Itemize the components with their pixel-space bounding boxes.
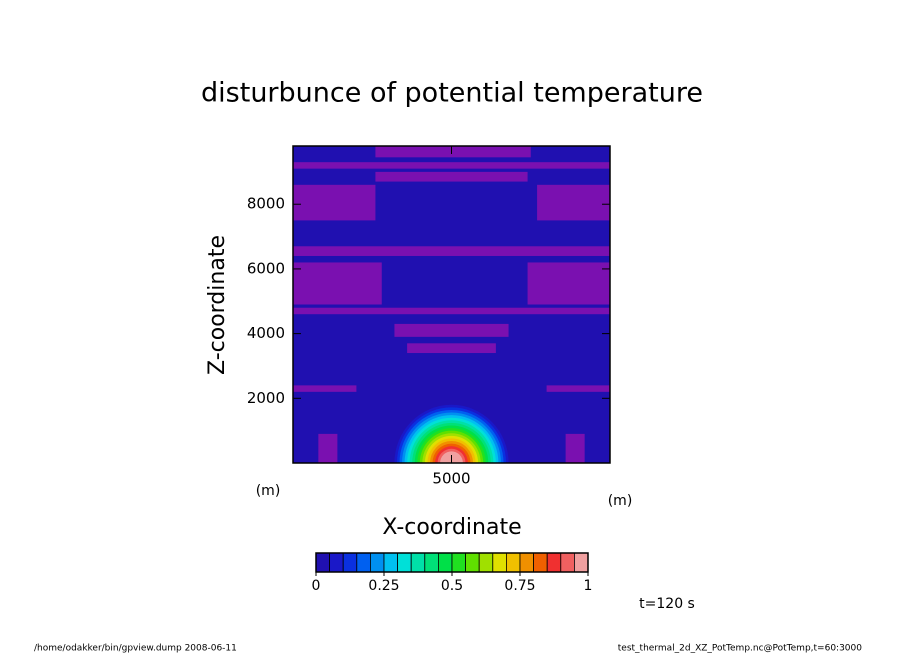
colorbar-tick-label: 0.75 <box>504 578 535 594</box>
colorbar-tick-label: 0 <box>312 578 321 594</box>
colorbar-box <box>315 552 331 573</box>
colorbar-box <box>329 552 344 573</box>
negative-region <box>375 146 531 158</box>
colorbar-box <box>397 552 412 573</box>
colorbar-tick-label: 1 <box>584 578 593 594</box>
negative-region <box>293 262 382 305</box>
negative-region <box>546 385 610 392</box>
footer-left: /home/odakker/bin/gpview.dump 2008-06-11 <box>34 644 237 654</box>
colorbar-box <box>533 552 548 573</box>
colorbar-box <box>492 552 507 573</box>
colorbar-box <box>465 552 480 573</box>
negative-region <box>407 343 496 354</box>
y-axis-label: Z-coordinate <box>205 235 230 375</box>
negative-region <box>527 262 610 305</box>
negative-region <box>293 307 610 315</box>
time-label: t=120 s <box>639 596 695 612</box>
colorbar-tick-label: 0.25 <box>368 578 399 594</box>
colorbar-box <box>560 552 575 573</box>
negative-region <box>318 433 338 463</box>
colorbar-box <box>369 552 385 573</box>
negative-region <box>293 162 610 169</box>
negative-region <box>375 171 528 182</box>
colorbar-box <box>574 552 589 573</box>
negative-region <box>293 184 376 221</box>
x-tick-label: 5000 <box>432 470 470 488</box>
colorbar-box <box>383 552 399 573</box>
negative-region <box>394 323 509 337</box>
chart-title: disturbunce of potential temperature <box>201 78 703 109</box>
colorbar-box <box>342 552 358 573</box>
colorbar-box <box>519 552 535 573</box>
negative-region <box>565 433 585 463</box>
y-tick-label: 8000 <box>247 195 285 213</box>
colorbar-box <box>424 552 439 573</box>
colorbar-box <box>505 552 521 573</box>
negative-region <box>293 385 357 392</box>
negative-region <box>537 184 610 221</box>
colorbar-tick-label: 0.5 <box>441 578 463 594</box>
colorbar-box <box>437 552 453 573</box>
y-unit: (m) <box>256 483 281 499</box>
y-tick-label: 2000 <box>247 389 285 407</box>
y-tick-label: 4000 <box>247 324 285 342</box>
y-tick-label: 6000 <box>247 259 285 277</box>
colorbar-box <box>451 552 467 573</box>
footer-right: test_thermal_2d_XZ_PotTemp.nc@PotTemp,t=… <box>618 644 863 654</box>
colorbar-box <box>546 552 562 573</box>
negative-region <box>293 246 610 256</box>
colorbar-box <box>410 552 426 573</box>
colorbar-box <box>356 552 371 573</box>
plot-area <box>293 146 610 463</box>
x-axis-label: X-coordinate <box>382 515 521 540</box>
x-unit: (m) <box>608 493 633 509</box>
colorbar-box <box>478 552 494 573</box>
